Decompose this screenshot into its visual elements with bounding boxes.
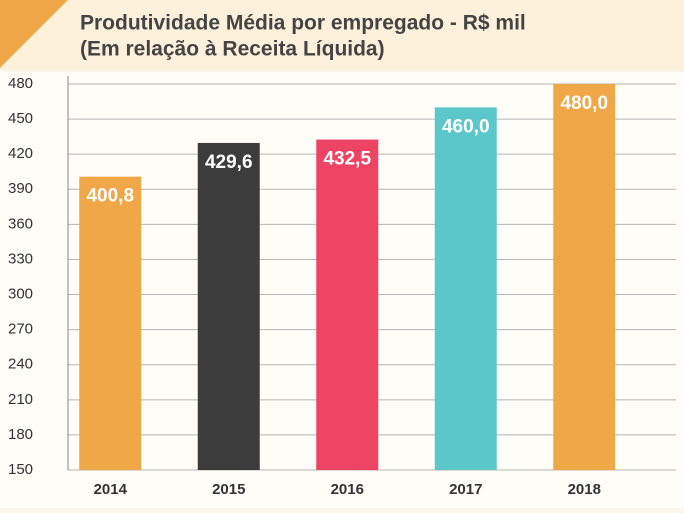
y-tick-label: 330	[8, 250, 33, 267]
y-tick-label: 360	[8, 215, 33, 232]
y-tick-label: 300	[8, 286, 33, 303]
bar	[197, 142, 260, 470]
header	[0, 0, 684, 70]
value-label: 429,6	[205, 152, 253, 173]
x-tick-label: 2016	[331, 481, 364, 498]
bar	[553, 84, 616, 470]
chart-subtitle: (Em relação à Receita Líquida)	[80, 38, 385, 61]
y-tick-label: 150	[8, 461, 33, 478]
bar	[316, 139, 379, 470]
value-label: 460,0	[442, 116, 490, 137]
y-tick-label: 180	[8, 426, 33, 443]
y-tick-label: 240	[8, 356, 33, 373]
value-label: 432,5	[323, 149, 371, 170]
x-tick-label: 2014	[94, 481, 128, 498]
x-tick-label: 2015	[212, 481, 245, 498]
corner-triangle	[0, 0, 68, 68]
y-tick-label: 270	[8, 321, 33, 338]
x-tick-label: 2017	[449, 481, 482, 498]
y-tick-label: 210	[8, 391, 33, 408]
bar	[434, 107, 497, 471]
y-tick-label: 480	[8, 75, 33, 92]
value-label: 400,8	[86, 186, 134, 207]
chart-title: Produtividade Média por empregado - R$ m…	[80, 12, 526, 35]
y-tick-label: 450	[8, 110, 33, 127]
x-tick-label: 2018	[568, 481, 601, 498]
value-label: 480,0	[560, 93, 608, 114]
y-tick-label: 390	[8, 180, 33, 197]
y-tick-label: 420	[8, 145, 33, 162]
bar	[79, 176, 142, 470]
